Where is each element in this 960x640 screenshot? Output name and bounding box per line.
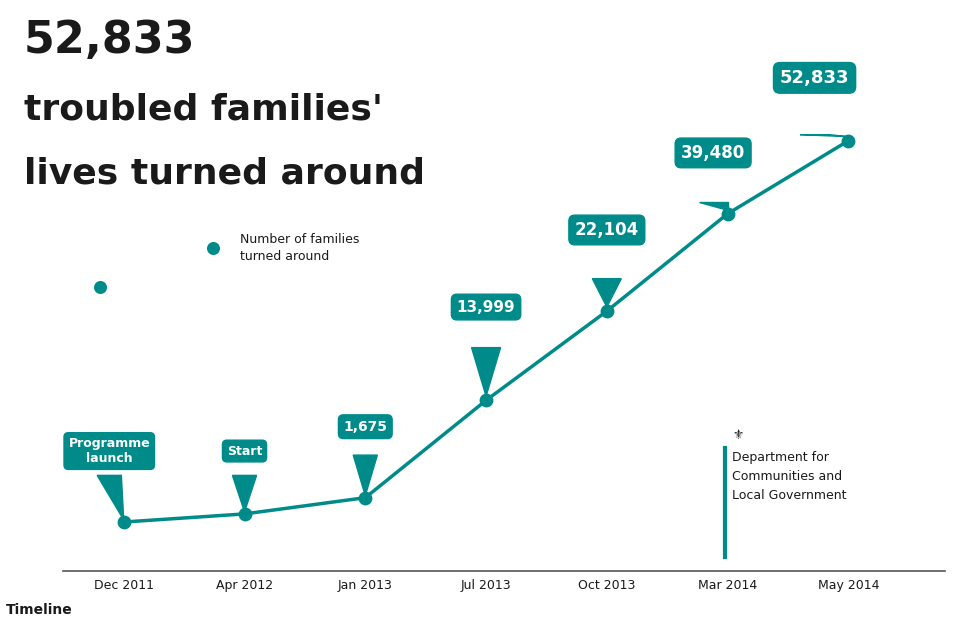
Text: troubled families': troubled families' (24, 93, 383, 127)
Point (358, 493, 373, 503)
Text: Timeline: Timeline (6, 603, 73, 616)
Text: ⚜: ⚜ (732, 429, 744, 442)
Text: 52,833: 52,833 (780, 69, 850, 87)
Point (478, 396, 493, 406)
Polygon shape (800, 134, 849, 137)
Polygon shape (232, 476, 256, 512)
Point (841, 136, 856, 146)
Point (237, 509, 252, 519)
Point (92, 282, 108, 292)
Text: Number of families
turned around: Number of families turned around (240, 234, 359, 264)
Point (116, 517, 132, 527)
Text: 39,480: 39,480 (681, 144, 745, 162)
Polygon shape (592, 278, 621, 307)
Text: Department for
Communities and
Local Government: Department for Communities and Local Gov… (732, 451, 847, 502)
Text: lives turned around: lives turned around (24, 157, 425, 191)
Text: 13,999: 13,999 (457, 300, 516, 314)
Point (720, 209, 735, 219)
Point (599, 306, 614, 316)
Text: 52,833: 52,833 (24, 19, 196, 62)
Polygon shape (353, 455, 377, 495)
Polygon shape (97, 476, 124, 520)
Polygon shape (699, 202, 728, 210)
Text: 1,675: 1,675 (344, 420, 387, 434)
Text: Start: Start (227, 445, 262, 458)
Point (136, 282, 152, 292)
Text: 22,104: 22,104 (575, 221, 639, 239)
Polygon shape (471, 348, 500, 396)
Text: Programme
launch: Programme launch (68, 437, 150, 465)
